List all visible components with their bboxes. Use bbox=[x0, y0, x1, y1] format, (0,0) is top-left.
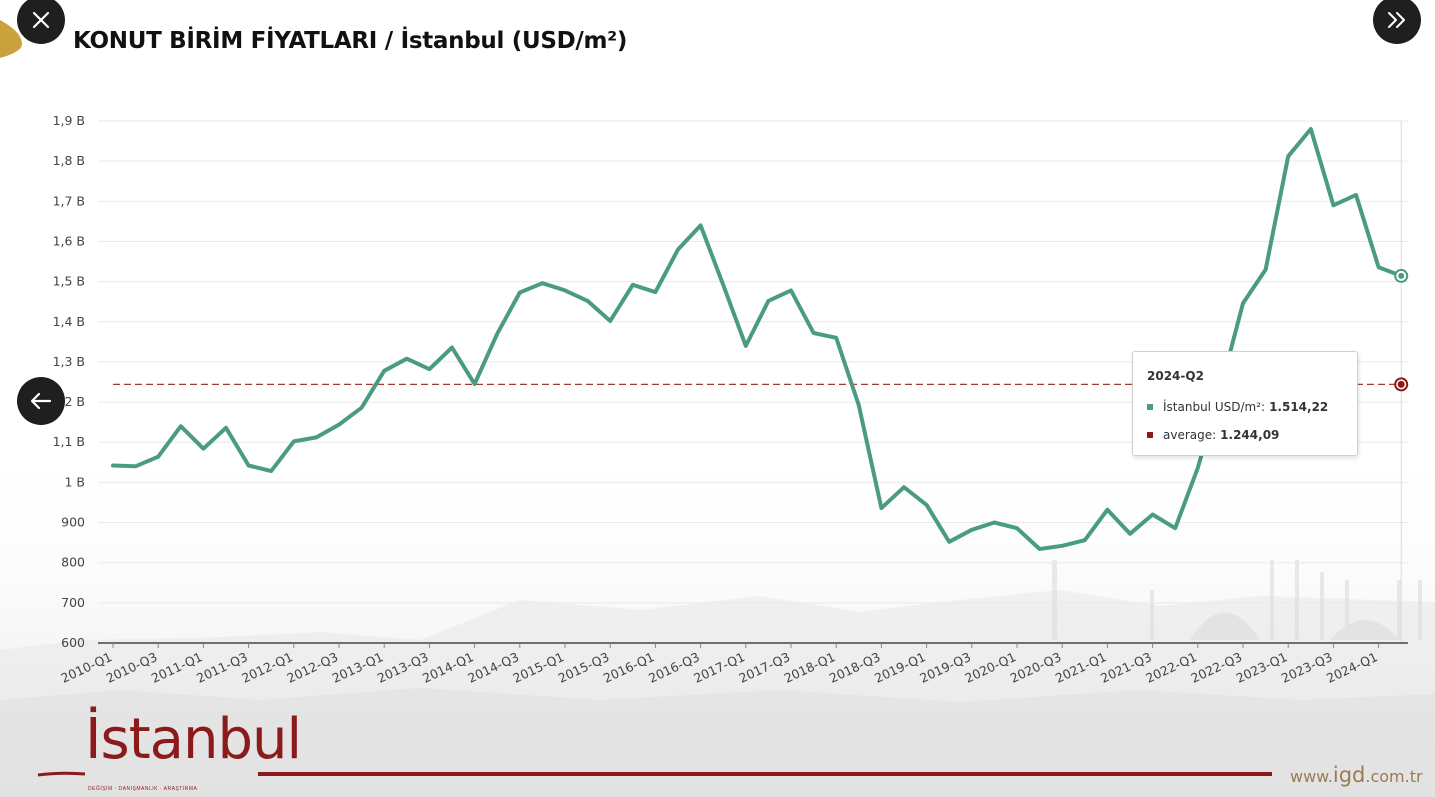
highlight-point-average-center bbox=[1397, 380, 1405, 388]
series-swatch bbox=[1147, 404, 1153, 410]
x-tick-label: 2017-Q1 bbox=[691, 649, 747, 686]
y-tick-label: 600 bbox=[61, 635, 85, 650]
average-swatch bbox=[1147, 432, 1153, 438]
y-tick-label: 700 bbox=[61, 595, 85, 610]
y-tick-label: 1,9 B bbox=[53, 113, 85, 128]
arrow-left-icon bbox=[30, 392, 52, 410]
x-tick-label: 2019-Q3 bbox=[917, 649, 973, 686]
y-tick-label: 1,6 B bbox=[53, 233, 85, 248]
x-tick-label: 2021-Q1 bbox=[1053, 649, 1109, 686]
y-tick-label: 900 bbox=[61, 515, 85, 530]
x-tick-label: 2018-Q3 bbox=[827, 649, 883, 686]
tooltip-value: 1.514,22 bbox=[1269, 400, 1329, 414]
x-tick-label: 2012-Q1 bbox=[239, 649, 295, 686]
x-tick-label: 2010-Q1 bbox=[58, 649, 114, 686]
x-tick-label: 2011-Q1 bbox=[149, 649, 205, 686]
y-tick-label: 1 B bbox=[64, 474, 85, 489]
chart-tooltip: 2024-Q2 İstanbul USD/m²: 1.514,22 averag… bbox=[1132, 351, 1358, 456]
brand-suffix: .com.tr bbox=[1365, 767, 1423, 786]
tooltip-label: average: bbox=[1163, 428, 1217, 442]
highlight-point-istanbul-center bbox=[1398, 272, 1405, 279]
x-tick-label: 2023-Q1 bbox=[1234, 649, 1290, 686]
tooltip-value: 1.244,09 bbox=[1220, 428, 1280, 442]
x-tick-label: 2011-Q3 bbox=[194, 649, 250, 686]
tooltip-label: İstanbul USD/m²: bbox=[1163, 400, 1266, 414]
logo-fragment bbox=[0, 20, 22, 58]
x-tick-label: 2020-Q1 bbox=[962, 649, 1018, 686]
y-tick-label: 1,4 B bbox=[53, 314, 85, 329]
x-tick-label: 2024-Q1 bbox=[1324, 649, 1380, 686]
y-tick-label: 1,7 B bbox=[53, 193, 85, 208]
x-tick-label: 2019-Q1 bbox=[872, 649, 928, 686]
x-tick-label: 2010-Q3 bbox=[104, 649, 160, 686]
brand-name: igd bbox=[1332, 763, 1366, 787]
x-tick-label: 2014-Q3 bbox=[465, 649, 521, 686]
double-chevron-right-icon bbox=[1388, 12, 1405, 28]
brand-prefix: www. bbox=[1290, 767, 1333, 786]
y-tick-label: 1,1 B bbox=[53, 434, 85, 449]
previous-button[interactable] bbox=[17, 377, 65, 425]
y-tick-label: 1,5 B bbox=[53, 274, 85, 289]
x-tick-label: 2013-Q1 bbox=[330, 649, 386, 686]
close-icon bbox=[32, 11, 50, 29]
footer-rule bbox=[37, 771, 1272, 777]
series-line-istanbul bbox=[111, 127, 1404, 551]
tooltip-row-average: average: 1.244,09 bbox=[1147, 428, 1279, 442]
tooltip-row-istanbul: İstanbul USD/m²: 1.514,22 bbox=[1147, 400, 1328, 414]
x-tick-label: 2014-Q1 bbox=[420, 649, 476, 686]
x-tick-label: 2021-Q3 bbox=[1098, 649, 1154, 686]
chart-title: KONUT BİRİM FİYATLARI / İstanbul (USD/m²… bbox=[73, 28, 628, 54]
x-tick-label: 2015-Q1 bbox=[510, 649, 566, 686]
tooltip-header: 2024-Q2 bbox=[1147, 369, 1204, 383]
y-tick-label: 800 bbox=[61, 555, 85, 570]
x-tick-label: 2023-Q3 bbox=[1279, 649, 1335, 686]
brand-url[interactable]: www.igd.com.tr bbox=[1290, 763, 1423, 787]
x-tick-label: 2020-Q3 bbox=[1008, 649, 1064, 686]
x-tick-label: 2012-Q3 bbox=[284, 649, 340, 686]
x-tick-label: 2022-Q3 bbox=[1188, 649, 1244, 686]
x-tick-label: 2015-Q3 bbox=[556, 649, 612, 686]
x-tick-label: 2016-Q1 bbox=[601, 649, 657, 686]
x-tick-label: 2013-Q3 bbox=[375, 649, 431, 686]
istanbul-logo: İstanbul bbox=[85, 707, 302, 772]
close-button[interactable] bbox=[17, 0, 65, 44]
x-tick-label: 2016-Q3 bbox=[646, 649, 702, 686]
y-tick-label: 1,3 B bbox=[53, 354, 85, 369]
x-tick-label: 2018-Q1 bbox=[782, 649, 838, 686]
x-tick-label: 2017-Q3 bbox=[736, 649, 792, 686]
y-tick-label: 1,8 B bbox=[53, 153, 85, 168]
x-tick-label: 2022-Q1 bbox=[1143, 649, 1199, 686]
next-button[interactable] bbox=[1373, 0, 1421, 44]
logo-subtitle: DEĞİŞİM · DANIŞMANLIK · ARAŞTIRMA bbox=[88, 786, 198, 792]
